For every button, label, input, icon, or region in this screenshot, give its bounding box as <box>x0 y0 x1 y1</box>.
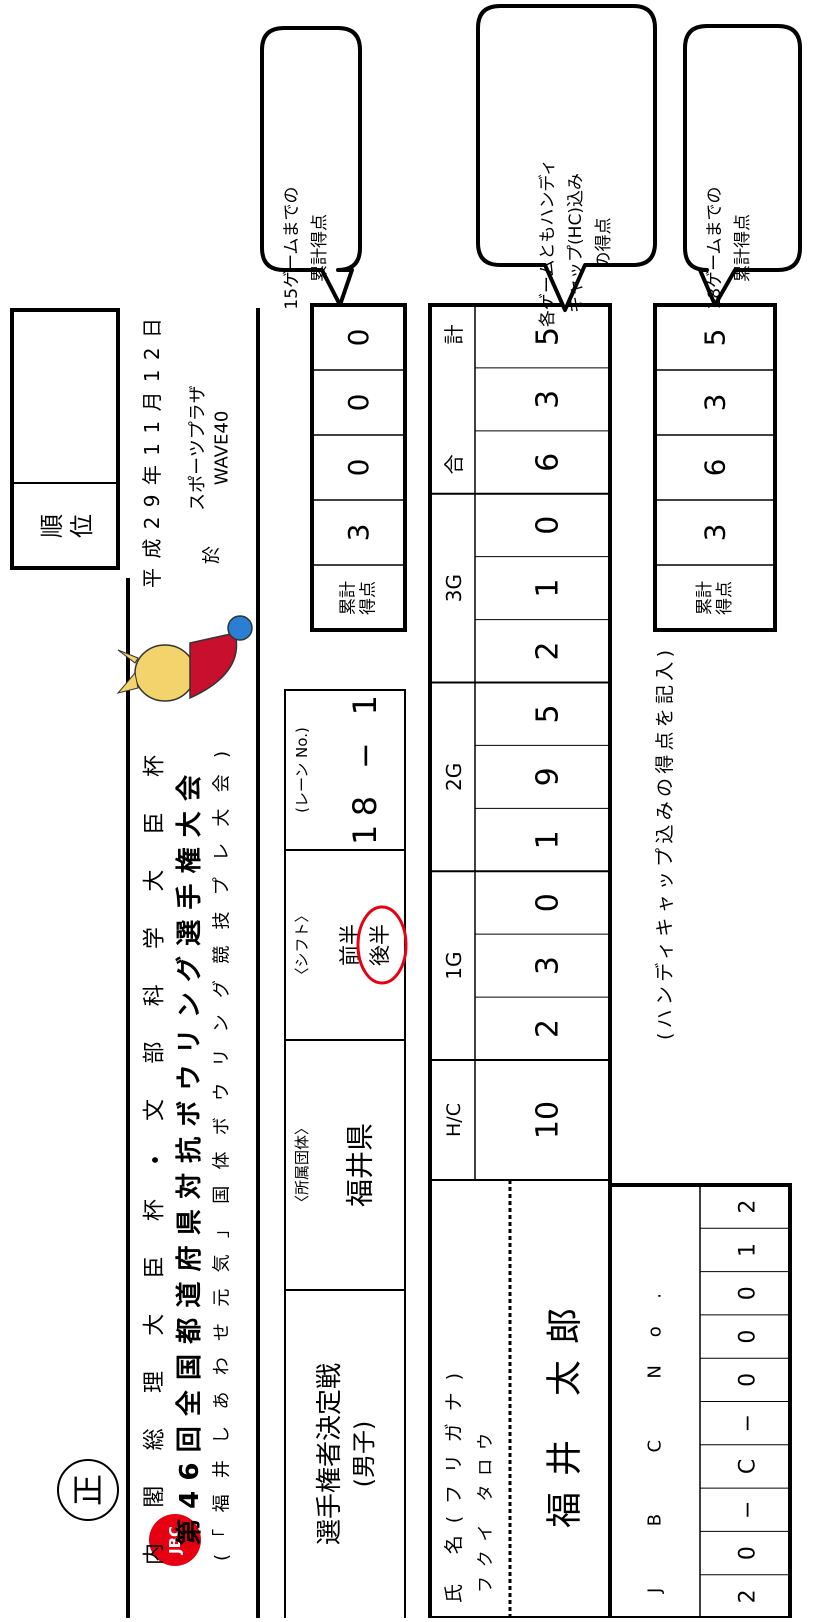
rotated-sheet: 正 JBC内閣総理大臣杯・文部科学大臣杯第46回全国都道府県対抗ボウリング選手権大… <box>10 4 802 1620</box>
jbc-digit: 0 <box>736 1546 761 1560</box>
score-digit: 0 <box>531 893 566 912</box>
callout-bubble <box>260 26 362 307</box>
logo: JBC <box>166 1526 184 1555</box>
note: (ハンディキャップ込みの得点を記入) <box>654 650 676 1040</box>
seal-circle <box>57 1459 119 1521</box>
mascot-ball <box>227 615 253 641</box>
cumulative-digit: 3 <box>699 524 732 542</box>
shift-label: 〈シフト〉 <box>293 907 311 982</box>
callout-text: 累計得点 <box>310 214 330 282</box>
event: (男子) <box>350 1421 378 1488</box>
logo-mark <box>149 1514 201 1566</box>
mascot-horn <box>116 649 139 694</box>
game-label: 合 計 <box>442 324 466 474</box>
name-label: 氏 名(フリガナ) <box>443 1373 465 1603</box>
name-kana: フクイ タロウ <box>476 1433 496 1593</box>
jbc-digit: 0 <box>736 1373 761 1387</box>
entry-box <box>284 689 406 1291</box>
score-digit: 9 <box>531 767 566 786</box>
cumulative-box <box>310 303 407 632</box>
mascot-head <box>134 644 196 702</box>
venue: スポーツプラザ <box>188 385 209 511</box>
jbc-digit: C <box>736 1459 761 1474</box>
title-sub: (「福井しあわせ元気」国体ボウリング競技プレ大会) <box>212 751 233 1561</box>
cumulative-digit: 3 <box>342 524 375 542</box>
score-digit: 3 <box>531 390 566 409</box>
score-digit: 3 <box>531 956 566 975</box>
callout-text: 15ゲームまでの <box>282 186 302 309</box>
jbc-digit: 0 <box>736 1330 761 1344</box>
title-line: 内閣総理大臣杯・文部科学大臣杯 <box>143 755 168 1565</box>
rank-box <box>10 308 120 570</box>
score-digit: 2 <box>531 641 566 660</box>
callout-bubble <box>683 24 802 307</box>
cumulative-digit: 3 <box>699 394 732 412</box>
shift-circle <box>356 905 408 985</box>
seal: 正 <box>69 1474 107 1506</box>
venue: WAVE40 <box>212 411 233 486</box>
cumulative-digit: 5 <box>699 329 732 347</box>
cumulative-label: 得点 <box>359 581 379 615</box>
jbc-digit: 2 <box>736 1589 761 1603</box>
cumulative-digit: 0 <box>342 394 375 412</box>
org-label: 〈所属団体〉 <box>293 1120 311 1210</box>
cumulative-digit: 0 <box>342 329 375 347</box>
callout-text: 累計得点 <box>733 214 753 282</box>
hc: 10 <box>531 1101 566 1139</box>
cumulative-label: 累計 <box>695 581 715 615</box>
rank-label: 位 <box>68 514 96 538</box>
score-digit: 0 <box>531 516 566 535</box>
score-digit: 6 <box>531 453 566 472</box>
shift-option: 後半 <box>368 924 392 966</box>
event: 選手権者決定戦 <box>315 1363 345 1545</box>
jbc-digit: − <box>736 1501 761 1519</box>
jbc-digit: 0 <box>736 1286 761 1300</box>
game-label: 3G <box>442 574 466 602</box>
cumulative-label: 累計 <box>339 581 359 615</box>
cumulative-label: 得点 <box>715 581 735 615</box>
callout-text: 18ゲームまでの <box>705 186 725 309</box>
score-digit: 5 <box>531 327 566 346</box>
cumulative-digit: 0 <box>342 459 375 477</box>
hc-label: H/C <box>443 1103 465 1137</box>
venue-mark: 於 <box>202 546 223 564</box>
jbc-label: J B C No. <box>645 1293 666 1594</box>
score-digit: 1 <box>531 830 566 849</box>
jbc-digit: 2 <box>736 1200 761 1214</box>
rank-label: 順 <box>38 514 66 538</box>
score-digit: 1 <box>531 579 566 598</box>
score-digit: 5 <box>531 704 566 723</box>
jbc-digit: 1 <box>736 1243 761 1257</box>
lane-label: (レーン No.) <box>293 727 311 813</box>
lane: 18 − 1 <box>346 695 384 845</box>
mascot-body <box>189 632 238 700</box>
cumulative-digit: 6 <box>699 459 732 477</box>
player-name: 福井 太郎 <box>545 1308 586 1528</box>
callout-text: の得点 <box>594 218 614 269</box>
callout-text: キャップ(HC)込み <box>566 173 586 313</box>
game-label: 1G <box>442 952 466 980</box>
game-label: 2G <box>442 763 466 791</box>
org: 福井県 <box>344 1123 377 1207</box>
title-main: 第46回全国都道府県対抗ボウリング選手権大会 <box>174 774 205 1545</box>
score-digit: 2 <box>531 1019 566 1038</box>
callout-bubble <box>476 4 657 312</box>
jbc-digit: − <box>736 1414 761 1432</box>
callout-text: 各ゲームともハンディ <box>537 159 558 327</box>
date: 平成29年11月12日 <box>140 318 164 588</box>
